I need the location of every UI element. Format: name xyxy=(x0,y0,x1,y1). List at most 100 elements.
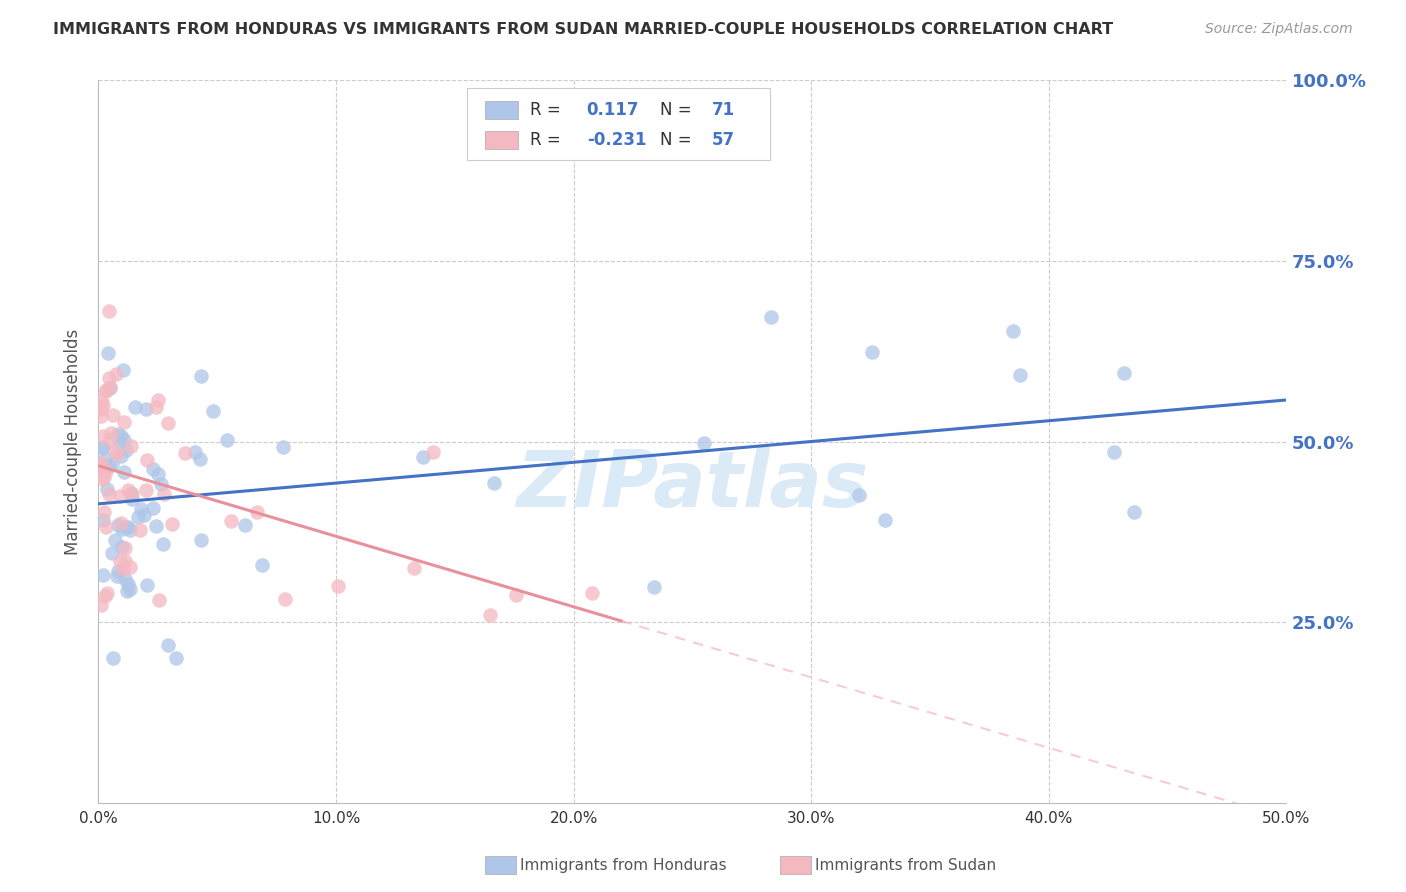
Point xyxy=(98,380,121,394)
Point xyxy=(484,476,506,491)
Point xyxy=(120,439,142,453)
Point xyxy=(152,537,174,551)
Point xyxy=(96,482,118,496)
Point xyxy=(184,445,207,459)
Point xyxy=(873,513,896,527)
Point xyxy=(505,588,527,602)
Point xyxy=(693,436,716,450)
Point xyxy=(142,462,165,476)
Point xyxy=(104,368,127,382)
Point xyxy=(136,453,159,467)
Point xyxy=(860,344,883,359)
Point xyxy=(93,469,115,483)
Point xyxy=(153,487,176,501)
Point xyxy=(1002,325,1025,339)
Point xyxy=(101,651,124,665)
Point xyxy=(274,592,297,607)
Point xyxy=(150,477,173,491)
Point xyxy=(131,501,153,516)
Point xyxy=(121,491,143,506)
Point xyxy=(91,472,114,486)
Point xyxy=(91,568,114,582)
Point xyxy=(110,516,132,531)
Point xyxy=(759,310,782,325)
Point xyxy=(1008,368,1031,382)
Point xyxy=(98,487,121,501)
Point xyxy=(1122,505,1144,519)
Point xyxy=(142,500,165,515)
Point xyxy=(115,442,138,457)
Point xyxy=(173,446,195,460)
Point xyxy=(96,586,118,600)
Text: -0.231: -0.231 xyxy=(586,131,647,149)
Point xyxy=(145,401,167,415)
Point xyxy=(93,505,115,519)
Point xyxy=(146,392,169,407)
Point xyxy=(91,440,114,454)
Point xyxy=(136,578,159,592)
Text: N =: N = xyxy=(661,101,697,119)
Point xyxy=(135,402,157,417)
Point xyxy=(402,561,425,575)
Point xyxy=(250,558,273,572)
Point xyxy=(112,434,135,448)
Point xyxy=(121,487,143,501)
Text: ZIPatlas: ZIPatlas xyxy=(516,447,869,523)
Point xyxy=(215,433,238,447)
Point xyxy=(110,489,132,503)
Point xyxy=(110,449,132,463)
Point xyxy=(91,429,114,443)
Point xyxy=(101,408,124,422)
Point xyxy=(157,638,180,652)
Point xyxy=(848,488,870,502)
Point xyxy=(478,607,501,622)
Point xyxy=(412,450,434,464)
Point xyxy=(112,363,135,377)
Point xyxy=(101,546,124,560)
Point xyxy=(98,304,121,318)
Point xyxy=(94,384,117,398)
Point xyxy=(190,533,212,547)
Point xyxy=(117,577,139,591)
Point xyxy=(101,457,124,471)
FancyBboxPatch shape xyxy=(485,131,517,149)
Point xyxy=(105,447,128,461)
Point xyxy=(90,392,112,407)
Point xyxy=(111,522,134,536)
Point xyxy=(127,510,149,524)
Point xyxy=(112,562,135,576)
Point xyxy=(273,440,295,454)
Point xyxy=(112,466,135,480)
Point xyxy=(1102,445,1125,459)
Point xyxy=(107,426,129,441)
Point xyxy=(97,346,120,360)
Point xyxy=(96,464,118,478)
Text: IMMIGRANTS FROM HONDURAS VS IMMIGRANTS FROM SUDAN MARRIED-COUPLE HOUSEHOLDS CORR: IMMIGRANTS FROM HONDURAS VS IMMIGRANTS F… xyxy=(53,22,1114,37)
Point xyxy=(114,554,136,568)
Point xyxy=(124,400,146,414)
Point xyxy=(108,554,131,568)
Point xyxy=(422,445,444,459)
Point xyxy=(114,520,136,534)
Point xyxy=(326,579,349,593)
Point xyxy=(219,514,242,528)
Point xyxy=(233,518,256,533)
Point xyxy=(134,508,156,522)
Point xyxy=(117,520,139,534)
Point xyxy=(104,444,127,458)
Text: Source: ZipAtlas.com: Source: ZipAtlas.com xyxy=(1205,22,1353,37)
Point xyxy=(643,580,665,594)
Point xyxy=(98,381,121,395)
Point xyxy=(120,559,142,574)
Point xyxy=(165,651,187,665)
Point xyxy=(107,564,129,578)
Point xyxy=(97,458,120,473)
Text: N =: N = xyxy=(661,131,697,149)
Point xyxy=(145,519,167,533)
Text: R =: R = xyxy=(530,101,565,119)
Point xyxy=(91,398,114,412)
Point xyxy=(105,569,128,583)
Point xyxy=(90,457,112,471)
Point xyxy=(107,517,129,532)
Text: Immigrants from Sudan: Immigrants from Sudan xyxy=(815,858,997,872)
